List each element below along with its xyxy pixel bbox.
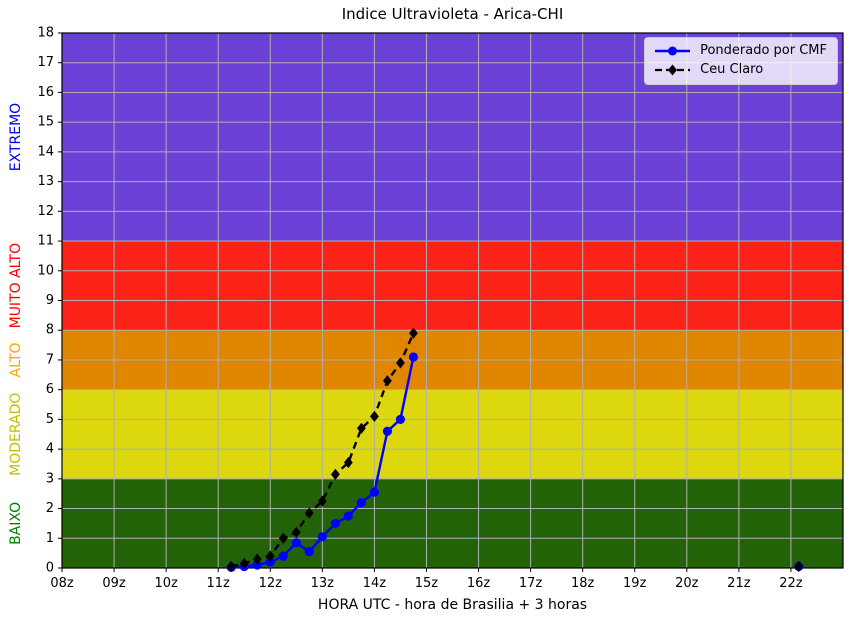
cmf-point: [343, 511, 353, 521]
band-label-baixo: BAIXO: [8, 502, 24, 545]
band-label-alto: ALTO: [8, 342, 24, 377]
plot-frame: [61, 32, 844, 569]
x-tick-label: 09z: [102, 576, 126, 591]
y-tick-label: 9: [46, 293, 54, 308]
x-tick-label: 19z: [623, 576, 647, 591]
band-label-extremo: EXTREMO: [8, 103, 24, 171]
x-tick-label: 14z: [363, 576, 387, 591]
ceu-claro-point: [330, 468, 340, 480]
y-tick-label: 0: [46, 561, 54, 576]
ceu-claro-point: [252, 553, 262, 565]
y-tick-label: 3: [46, 471, 54, 486]
ceu-claro-point: [317, 495, 327, 507]
legend-label-cmf: Ponderado por CMF: [700, 43, 827, 58]
cmf-point: [278, 551, 288, 561]
x-tick-label: 20z: [675, 576, 699, 591]
y-tick-label: 17: [37, 55, 54, 70]
y-tick-label: 15: [37, 115, 54, 130]
band-label-moderado: MODERADO: [8, 393, 24, 476]
chart-title: Indice Ultravioleta - Arica-CHI: [341, 5, 564, 23]
ceu-claro-point: [409, 327, 418, 339]
ceu-claro-point: [794, 560, 804, 573]
y-tick-label: 6: [46, 382, 54, 397]
x-tick-label: 22z: [779, 576, 803, 591]
cmf-point: [382, 426, 393, 436]
ceu-claro-point: [226, 560, 236, 573]
y-tick-label: 18: [37, 26, 54, 41]
x-tick-label: 13z: [311, 576, 335, 591]
cmf-point: [304, 547, 314, 557]
x-tick-label: 17z: [519, 576, 543, 591]
cmf-point: [330, 518, 340, 529]
y-tick-label: 11: [37, 234, 54, 249]
ceu-claro-point: [291, 526, 301, 538]
cmf-point: [252, 560, 262, 570]
ceu-claro-point: [278, 532, 288, 544]
ceu-claro-point: [396, 357, 405, 369]
x-tick-label: 08z: [50, 576, 74, 591]
band-moderado: [62, 389, 843, 479]
x-tick-label: 12z: [259, 576, 283, 591]
y-tick-label: 7: [46, 352, 54, 367]
y-tick-label: 12: [37, 204, 54, 219]
cmf-point: [408, 352, 419, 362]
band-muito-alto: [62, 241, 843, 331]
legend: Ponderado por CMF Ceu Claro: [644, 37, 838, 85]
y-tick-label: 10: [37, 263, 54, 278]
ceu-claro-point: [239, 557, 249, 570]
band-label-muito-alto: MUITO ALTO: [8, 243, 24, 329]
ceu-claro-line-sample-icon: [655, 64, 691, 76]
y-tick-label: 4: [46, 442, 54, 457]
y-tick-label: 1: [46, 531, 54, 546]
x-tick-label: 10z: [154, 576, 178, 591]
cmf-point: [291, 538, 301, 548]
cmf-point: [369, 487, 379, 497]
x-tick-label: 11z: [207, 576, 231, 591]
ceu-claro-point: [383, 375, 392, 387]
x-tick-label: 16z: [467, 576, 491, 591]
y-tick-label: 14: [37, 144, 54, 159]
ceu-claro-point: [304, 507, 314, 519]
y-tick-label: 16: [37, 85, 54, 100]
cmf-point: [265, 557, 275, 567]
ceu-claro-point: [370, 410, 379, 423]
x-tick-label: 21z: [727, 576, 751, 591]
cmf-point: [395, 414, 406, 424]
cmf-point: [356, 498, 366, 508]
y-tick-label: 8: [46, 323, 54, 338]
ceu-claro-point: [343, 456, 353, 469]
cmf-point: [317, 532, 327, 542]
legend-label-ceu-claro: Ceu Claro: [700, 62, 764, 78]
y-tick-label: 5: [46, 412, 54, 427]
legend-entry-ceu-claro: Ceu Claro: [654, 62, 827, 78]
ceu-claro-point: [265, 550, 275, 562]
x-tick-label: 15z: [415, 576, 439, 591]
cmf-line-sample-icon: [655, 46, 691, 56]
x-axis-label: HORA UTC - hora de Brasilia + 3 horas: [317, 597, 588, 613]
legend-entry-cmf: Ponderado por CMF: [654, 43, 827, 58]
y-tick-label: 13: [37, 174, 54, 189]
y-tick-label: 2: [46, 501, 54, 516]
x-tick-label: 18z: [571, 576, 595, 591]
ceu-claro-point: [356, 422, 366, 434]
band-baixo: [62, 478, 843, 568]
